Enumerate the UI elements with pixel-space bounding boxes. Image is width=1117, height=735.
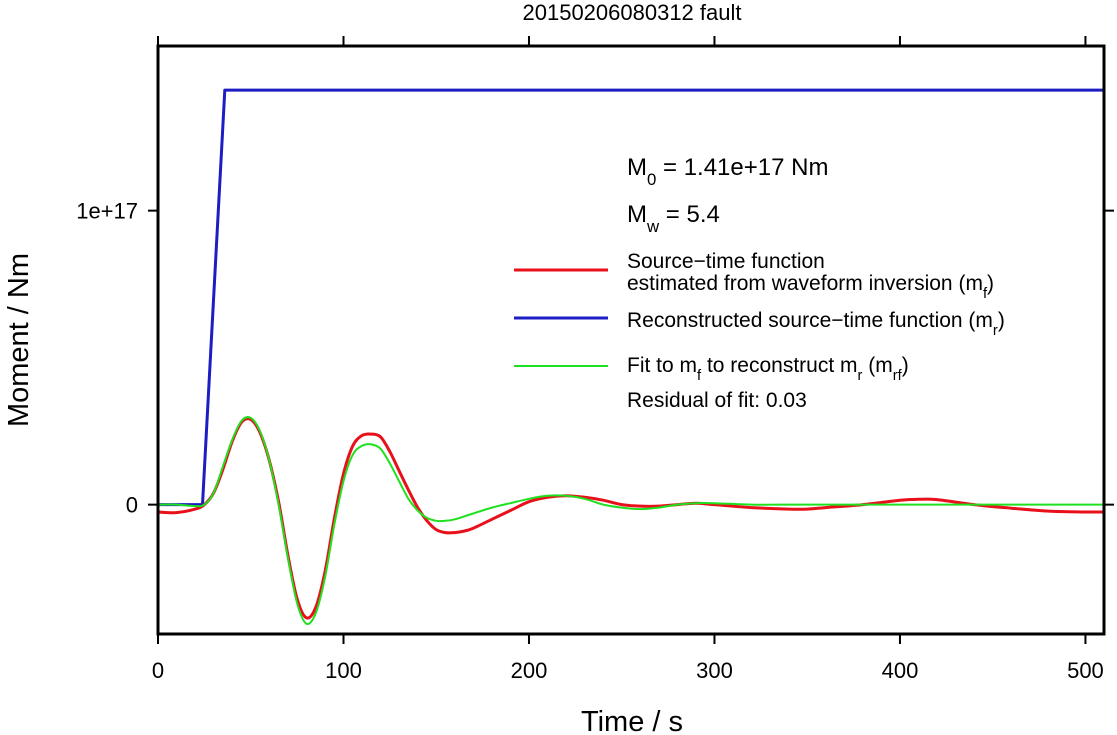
x-tick-label: 400 bbox=[882, 658, 919, 683]
x-tick-label: 300 bbox=[696, 658, 733, 683]
legend-label-fit: Fit to mf to reconstruct mr (mrf) bbox=[627, 354, 909, 384]
x-tick-label: 0 bbox=[152, 658, 164, 683]
x-tick-label: 200 bbox=[511, 658, 548, 683]
legend-label-reconstructed: Reconstructed source−time function (mr) bbox=[627, 309, 1005, 339]
seismic-moment-label: M0 = 1.41e+17 Nm bbox=[627, 154, 828, 189]
y-tick-label: 0 bbox=[126, 493, 138, 518]
residual-label: Residual of fit: 0.03 bbox=[627, 389, 807, 412]
y-axis: 0 1e+17 bbox=[76, 199, 1114, 518]
series-layer bbox=[158, 88, 1104, 626]
plot-frame bbox=[156, 44, 1106, 636]
legend-label-estimated-line1: Source−time function bbox=[627, 250, 825, 273]
x-axis: 0 100 200 300 400 500 bbox=[152, 36, 1104, 683]
x-tick-label: 100 bbox=[325, 658, 362, 683]
moment-magnitude-label: Mw = 5.4 bbox=[627, 201, 720, 236]
series-line-fit bbox=[158, 416, 1104, 626]
fit-annotations: M0 = 1.41e+17 Nm Mw = 5.4 bbox=[627, 154, 828, 236]
series-line-estimated bbox=[158, 417, 1104, 620]
series-line-reconstructed bbox=[158, 88, 1104, 507]
y-axis-label: Moment / Nm bbox=[3, 253, 35, 427]
x-tick-label: 500 bbox=[1067, 658, 1104, 683]
x-axis-label: Time / s bbox=[581, 706, 683, 735]
y-tick-label: 1e+17 bbox=[76, 199, 138, 224]
legend-label-estimated-line2: estimated from waveform inversion (mf) bbox=[627, 272, 994, 302]
chart-title: 20150206080312 fault bbox=[523, 0, 742, 25]
